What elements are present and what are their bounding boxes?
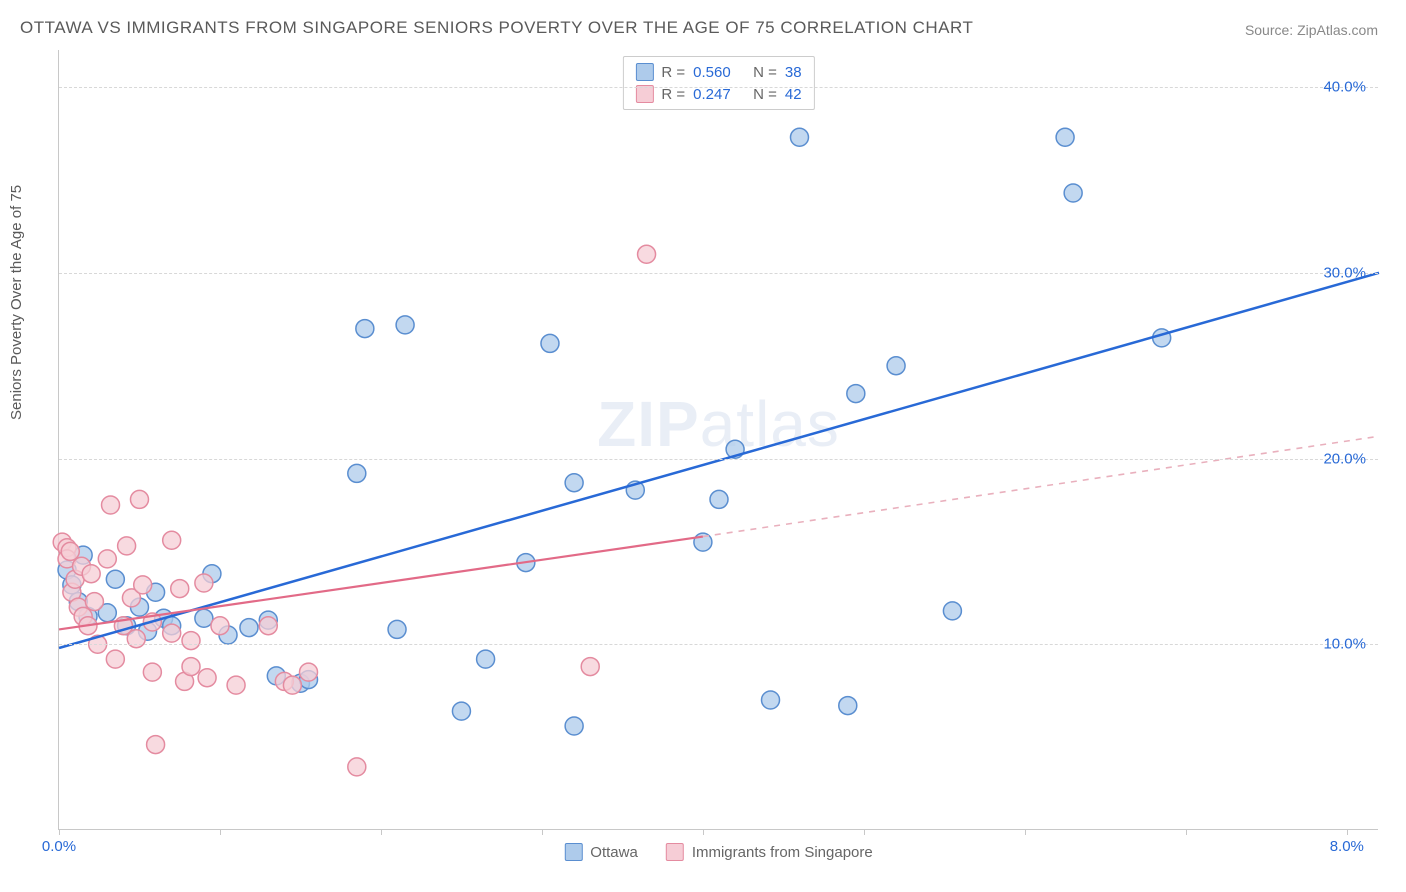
scatter-point-ottawa [477,650,495,668]
scatter-point-ottawa [887,357,905,375]
legend-swatch [635,63,653,81]
scatter-point-immigrants-singapore [106,650,124,668]
scatter-point-ottawa [452,702,470,720]
scatter-point-ottawa [790,128,808,146]
correlation-legend: R =0.560N =38R =0.247N =42 [622,56,814,110]
scatter-point-immigrants-singapore [143,663,161,681]
series-label: Ottawa [590,844,638,861]
scatter-point-immigrants-singapore [259,617,277,635]
gridline [59,644,1378,645]
series-legend-item: Immigrants from Singapore [666,843,873,861]
scatter-point-immigrants-singapore [227,676,245,694]
gridline [59,459,1378,460]
scatter-point-ottawa [396,316,414,334]
scatter-point-ottawa [240,619,258,637]
scatter-point-ottawa [565,717,583,735]
scatter-point-ottawa [541,334,559,352]
scatter-point-immigrants-singapore [195,574,213,592]
scatter-point-immigrants-singapore [118,537,136,555]
scatter-point-immigrants-singapore [102,496,120,514]
legend-swatch [564,843,582,861]
scatter-point-ottawa [1064,184,1082,202]
chart-svg [59,50,1379,830]
x-tick-mark [864,829,865,835]
scatter-point-immigrants-singapore [283,676,301,694]
y-tick-label: 10.0% [1323,636,1366,653]
series-label: Immigrants from Singapore [692,844,873,861]
chart-title: OTTAWA VS IMMIGRANTS FROM SINGAPORE SENI… [20,18,973,38]
scatter-point-immigrants-singapore [171,580,189,598]
scatter-point-ottawa [847,385,865,403]
legend-swatch [666,843,684,861]
x-tick-label: 0.0% [42,838,76,855]
x-tick-label: 8.0% [1330,838,1364,855]
x-tick-mark [381,829,382,835]
scatter-point-immigrants-singapore [98,550,116,568]
scatter-point-immigrants-singapore [182,658,200,676]
gridline [59,87,1378,88]
y-tick-label: 30.0% [1323,264,1366,281]
y-tick-label: 20.0% [1323,450,1366,467]
r-label: R = [661,64,685,81]
x-tick-mark [1347,829,1348,835]
scatter-point-ottawa [762,691,780,709]
scatter-point-ottawa [348,464,366,482]
x-tick-mark [1186,829,1187,835]
x-tick-mark [220,829,221,835]
scatter-point-immigrants-singapore [300,663,318,681]
plot-area: ZIPatlas R =0.560N =38R =0.247N =42 Otta… [58,50,1378,830]
scatter-point-ottawa [710,490,728,508]
scatter-point-immigrants-singapore [638,245,656,263]
scatter-point-ottawa [839,697,857,715]
scatter-point-ottawa [106,570,124,588]
r-value: 0.560 [693,64,745,81]
correlation-legend-row: R = 0.560 N = 38 [635,61,801,83]
x-tick-mark [1025,829,1026,835]
n-label: N = [753,64,777,81]
y-tick-label: 40.0% [1323,79,1366,96]
scatter-point-immigrants-singapore [61,542,79,560]
scatter-point-immigrants-singapore [134,576,152,594]
scatter-point-immigrants-singapore [82,565,100,583]
regression-line-dashed-immigrants-singapore [703,436,1379,536]
series-legend-item: Ottawa [564,843,638,861]
scatter-point-immigrants-singapore [581,658,599,676]
scatter-point-ottawa [195,609,213,627]
x-tick-mark [542,829,543,835]
y-axis-label: Seniors Poverty Over the Age of 75 [8,185,25,420]
scatter-point-immigrants-singapore [85,593,103,611]
scatter-point-ottawa [356,320,374,338]
scatter-point-immigrants-singapore [211,617,229,635]
x-tick-mark [703,829,704,835]
scatter-point-immigrants-singapore [130,490,148,508]
scatter-point-immigrants-singapore [182,632,200,650]
scatter-point-ottawa [943,602,961,620]
scatter-point-ottawa [1056,128,1074,146]
scatter-point-immigrants-singapore [147,736,165,754]
n-value: 38 [785,64,802,81]
scatter-point-ottawa [565,474,583,492]
x-tick-mark [59,829,60,835]
scatter-point-immigrants-singapore [163,624,181,642]
scatter-point-ottawa [388,620,406,638]
series-legend: Ottawa Immigrants from Singapore [564,843,872,861]
scatter-point-immigrants-singapore [348,758,366,776]
regression-line-ottawa [59,273,1379,648]
source-attribution: Source: ZipAtlas.com [1245,22,1378,38]
gridline [59,273,1378,274]
scatter-point-immigrants-singapore [198,669,216,687]
scatter-point-immigrants-singapore [163,531,181,549]
